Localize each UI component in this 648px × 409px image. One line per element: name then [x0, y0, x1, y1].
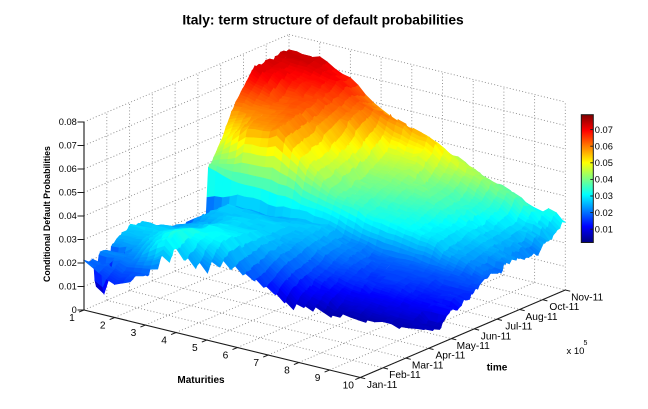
svg-text:0.03: 0.03 [595, 191, 613, 201]
svg-text:0.07: 0.07 [59, 141, 77, 151]
svg-text:Nov-11: Nov-11 [571, 292, 603, 303]
svg-text:0.02: 0.02 [595, 208, 613, 218]
svg-text:Feb-11: Feb-11 [389, 370, 421, 381]
svg-text:0.06: 0.06 [59, 164, 77, 174]
svg-text:4: 4 [161, 336, 167, 347]
svg-text:0.07: 0.07 [595, 125, 613, 135]
svg-text:time: time [487, 363, 508, 374]
svg-text:6: 6 [223, 351, 229, 362]
svg-text:0.05: 0.05 [595, 158, 613, 168]
svg-text:0.04: 0.04 [595, 175, 613, 185]
svg-text:5: 5 [584, 340, 588, 347]
svg-text:0.01: 0.01 [59, 282, 77, 292]
svg-text:Oct-11: Oct-11 [549, 302, 579, 313]
svg-text:7: 7 [253, 358, 259, 369]
svg-text:8: 8 [284, 366, 290, 377]
svg-text:1: 1 [69, 313, 75, 324]
svg-text:0.01: 0.01 [595, 224, 613, 234]
svg-text:Italy: term structure of defau: Italy: term structure of default probabi… [182, 13, 464, 28]
svg-text:2: 2 [100, 321, 106, 332]
svg-text:Aug-11: Aug-11 [526, 312, 558, 323]
svg-text:5: 5 [192, 343, 198, 354]
svg-text:Jun-11: Jun-11 [481, 331, 512, 342]
svg-text:0.02: 0.02 [59, 258, 77, 268]
svg-text:0.08: 0.08 [59, 117, 77, 127]
svg-text:9: 9 [315, 373, 321, 384]
svg-text:May-11: May-11 [457, 341, 491, 352]
svg-text:Mar-11: Mar-11 [412, 360, 444, 371]
svg-text:0.06: 0.06 [595, 141, 613, 151]
svg-text:10: 10 [343, 381, 355, 392]
svg-text:Maturities: Maturities [177, 375, 225, 386]
svg-text:Conditional Default Probabilit: Conditional Default Probabilities [42, 146, 52, 282]
svg-text:Apr-11: Apr-11 [436, 351, 466, 362]
svg-text:3: 3 [131, 328, 137, 339]
svg-text:0.05: 0.05 [59, 188, 77, 198]
svg-text:0.03: 0.03 [59, 235, 77, 245]
svg-text:0.04: 0.04 [59, 211, 77, 221]
svg-text:x 10: x 10 [567, 346, 585, 357]
svg-text:Jul-11: Jul-11 [505, 322, 532, 333]
svg-text:Jan-11: Jan-11 [367, 380, 398, 391]
